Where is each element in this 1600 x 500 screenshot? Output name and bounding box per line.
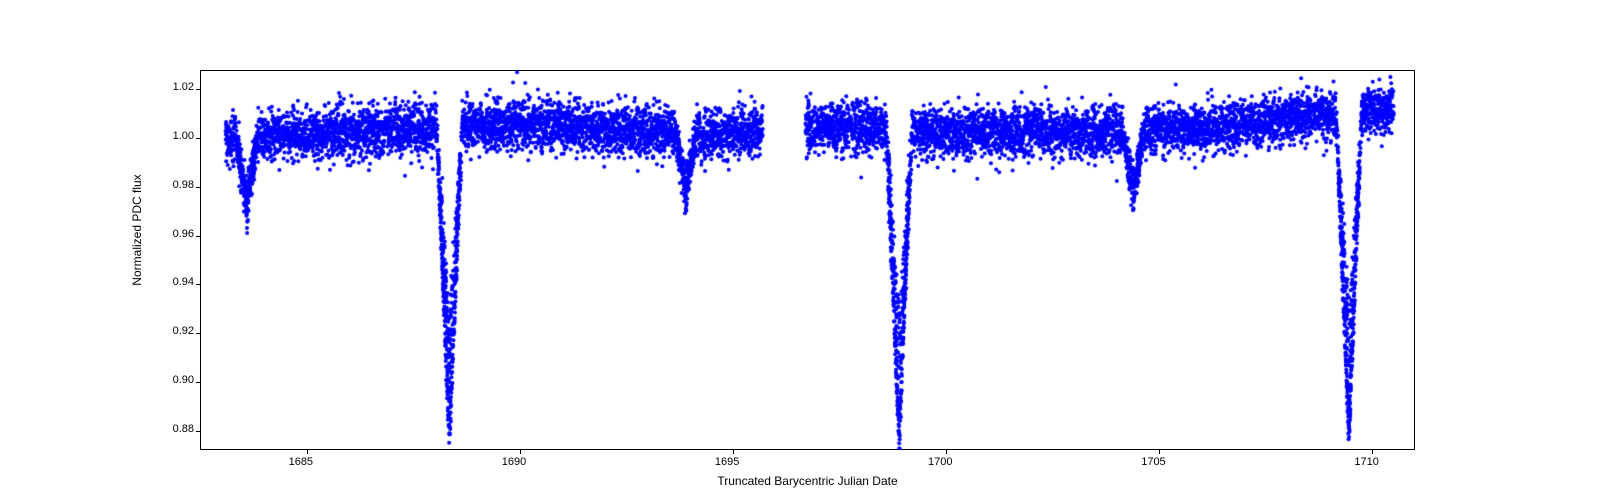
y-tick-mark bbox=[196, 284, 200, 285]
x-tick-mark bbox=[307, 450, 308, 454]
y-tick-mark bbox=[196, 431, 200, 432]
y-tick-mark bbox=[196, 187, 200, 188]
x-tick-mark bbox=[946, 450, 947, 454]
y-tick-label: 0.88 bbox=[160, 423, 194, 435]
y-axis-label: Normalized PDC flux bbox=[130, 130, 144, 330]
y-tick-label: 0.96 bbox=[160, 228, 194, 240]
x-tick-mark bbox=[733, 450, 734, 454]
x-tick-mark bbox=[1159, 450, 1160, 454]
y-tick-mark bbox=[196, 382, 200, 383]
y-tick-mark bbox=[196, 236, 200, 237]
y-tick-label: 1.02 bbox=[160, 81, 194, 93]
y-tick-label: 0.94 bbox=[160, 276, 194, 288]
x-tick-label: 1690 bbox=[502, 456, 526, 468]
x-tick-label: 1685 bbox=[289, 456, 313, 468]
figure: Truncated Barycentric Julian Date Normal… bbox=[0, 0, 1600, 500]
x-tick-label: 1705 bbox=[1141, 456, 1165, 468]
y-tick-mark bbox=[196, 89, 200, 90]
y-tick-label: 1.00 bbox=[160, 130, 194, 142]
y-tick-label: 0.98 bbox=[160, 179, 194, 191]
y-tick-mark bbox=[196, 138, 200, 139]
x-tick-mark bbox=[1372, 450, 1373, 454]
x-axis-label: Truncated Barycentric Julian Date bbox=[688, 474, 928, 488]
y-tick-label: 0.90 bbox=[160, 374, 194, 386]
x-tick-mark bbox=[520, 450, 521, 454]
x-tick-label: 1710 bbox=[1354, 456, 1378, 468]
y-tick-label: 0.92 bbox=[160, 325, 194, 337]
x-tick-label: 1695 bbox=[715, 456, 739, 468]
scatter-canvas bbox=[200, 70, 1415, 450]
x-tick-label: 1700 bbox=[928, 456, 952, 468]
y-tick-mark bbox=[196, 333, 200, 334]
